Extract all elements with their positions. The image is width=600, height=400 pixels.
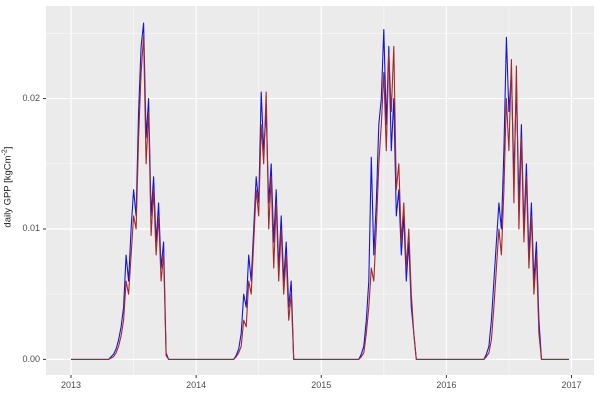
series-line-observed-gpp-darkred: [71, 35, 569, 360]
x-tick-label: 2013: [61, 380, 82, 390]
x-tick-label: 2015: [311, 380, 332, 390]
x-tick-label: 2016: [436, 380, 457, 390]
x-tick-label: 2017: [561, 380, 582, 390]
y-tick-label: 0.02: [22, 93, 40, 104]
y-tick-label: 0.01: [22, 223, 40, 234]
y-tick-label: 0.00: [22, 353, 40, 364]
x-tick-label: 2014: [186, 380, 207, 390]
